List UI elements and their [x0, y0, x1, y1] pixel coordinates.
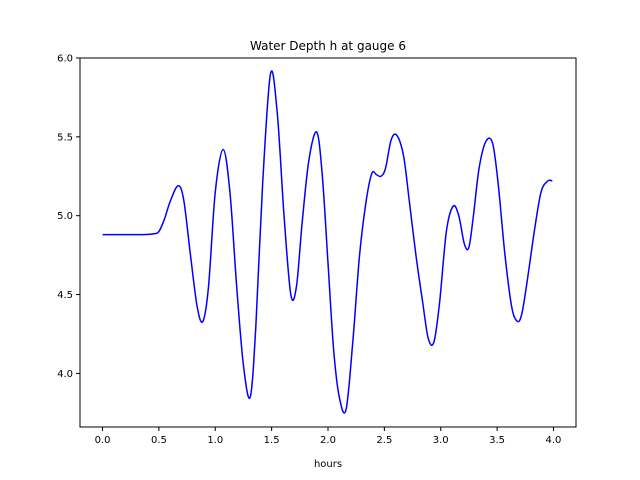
plot-marks [102, 70, 553, 414]
series-line-0 [102, 70, 553, 414]
x-axis-label: hours [314, 459, 342, 470]
y-tick-label-2: 5.0 [57, 211, 73, 222]
x-tick-label-0: 0.0 [95, 435, 111, 446]
x-tick-label-5: 2.5 [376, 435, 392, 446]
x-axis: 0.0 0.5 1.0 1.5 2.0 2.5 3.0 3.5 4.0 [95, 427, 562, 446]
y-tick-label-0: 4.0 [57, 369, 73, 380]
chart-title: Water Depth h at gauge 6 [250, 39, 406, 53]
x-tick-label-7: 3.5 [489, 435, 505, 446]
y-axis: 4.0 4.5 5.0 5.5 6.0 [57, 54, 80, 380]
x-tick-label-3: 1.5 [264, 435, 280, 446]
x-tick-label-8: 4.0 [546, 435, 562, 446]
x-tick-label-6: 3.0 [433, 435, 449, 446]
x-tick-label-4: 2.0 [320, 435, 336, 446]
y-tick-label-4: 6.0 [57, 54, 73, 65]
x-tick-label-2: 1.0 [207, 435, 223, 446]
x-tick-label-1: 0.5 [151, 435, 167, 446]
y-tick-label-3: 5.5 [57, 132, 73, 143]
y-tick-label-1: 4.5 [57, 290, 73, 301]
